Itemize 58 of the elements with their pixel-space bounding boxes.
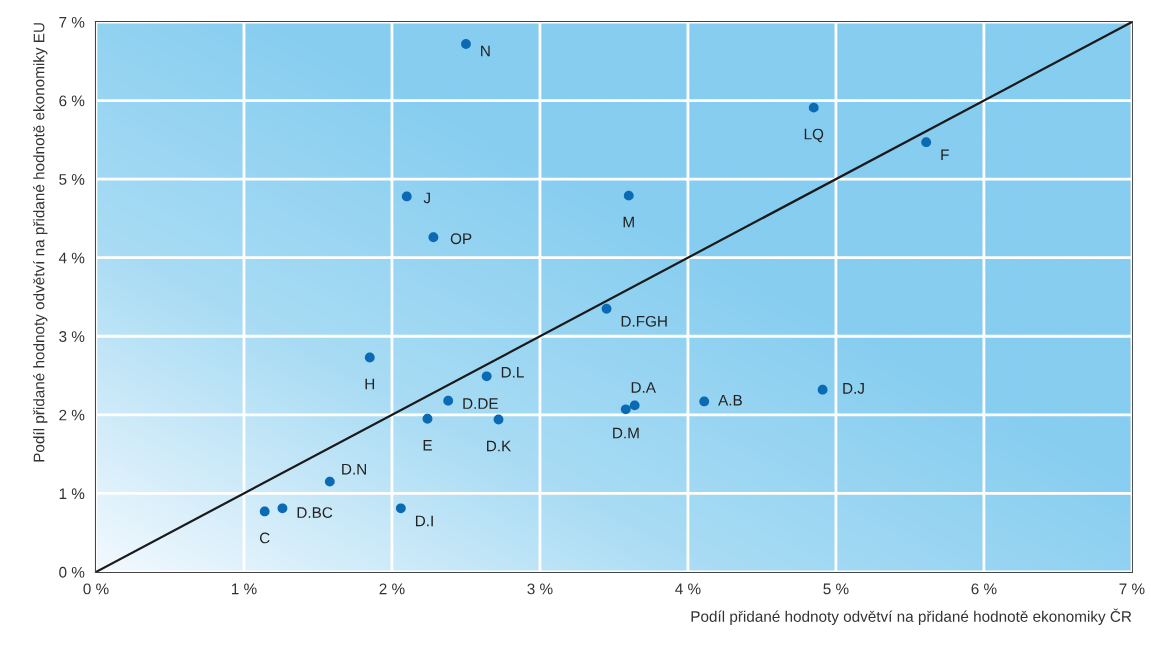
annotation: E <box>423 439 432 451</box>
annotation: OP <box>450 233 472 245</box>
annotation: D.I <box>415 515 433 527</box>
y-tick-label: 3 % <box>59 331 85 342</box>
x-tick-label: 4 % <box>675 583 701 595</box>
y-tick-label: 2 % <box>59 409 85 421</box>
point <box>601 303 612 314</box>
x-tick-label: 5 % <box>823 583 849 595</box>
x-tick-label: 3 % <box>527 583 553 595</box>
y-tick-label: 5 % <box>59 174 85 185</box>
y-tick-label: 6 % <box>59 95 85 107</box>
annotation: M <box>623 216 634 228</box>
point <box>364 352 375 363</box>
annotation: D.N <box>342 463 366 475</box>
point <box>629 400 640 411</box>
x-tick-label: 1 % <box>231 583 257 595</box>
y-tick-label: 7 % <box>59 16 85 28</box>
x-tick-label: 0 % <box>83 583 109 595</box>
annotation: N <box>481 45 490 57</box>
point <box>921 137 932 148</box>
annotation: D.L <box>501 366 524 378</box>
point <box>817 384 828 395</box>
annotation: D.A <box>631 382 656 393</box>
point <box>259 506 270 517</box>
point <box>395 503 406 514</box>
annotation: D.K <box>487 440 512 452</box>
annotation: C <box>259 532 270 544</box>
point <box>422 413 433 424</box>
point <box>481 371 492 382</box>
annotation: H <box>365 378 375 390</box>
x-tick-label: 6 % <box>971 583 997 595</box>
y-axis-title: Podíl přidané hodnoty odvětví na přidané hodnotě ekonomiky EU <box>33 23 48 462</box>
y-tick-label: 0 % <box>59 566 85 578</box>
annotation: F <box>941 149 949 161</box>
x-tick-label: 7 % <box>1119 583 1145 595</box>
point <box>461 39 471 49</box>
point <box>808 102 819 113</box>
x-tick-label: 2 % <box>379 583 405 595</box>
annotation: D.M <box>613 427 639 439</box>
annotation: D.DE <box>463 398 498 409</box>
point <box>277 503 288 514</box>
point <box>324 476 335 487</box>
point <box>493 414 504 425</box>
point <box>401 191 412 202</box>
y-tick-label: 4 % <box>58 252 85 264</box>
point <box>620 404 631 415</box>
annotation: D.J <box>843 383 864 394</box>
x-axis-title: Podíl přidané hodnoty odvětví na přidané hodnotě ekonomiky ČR <box>691 608 1132 625</box>
annotation: J <box>423 192 430 204</box>
annotation: D.FGH <box>621 315 667 327</box>
annotation: A.B <box>718 394 742 406</box>
point <box>428 232 439 243</box>
y-tick-label: 1 % <box>59 488 85 500</box>
point <box>623 190 634 201</box>
annotation: LQ <box>804 128 824 143</box>
annotation: D.BC <box>297 507 333 518</box>
point <box>699 396 710 407</box>
point <box>443 395 454 406</box>
